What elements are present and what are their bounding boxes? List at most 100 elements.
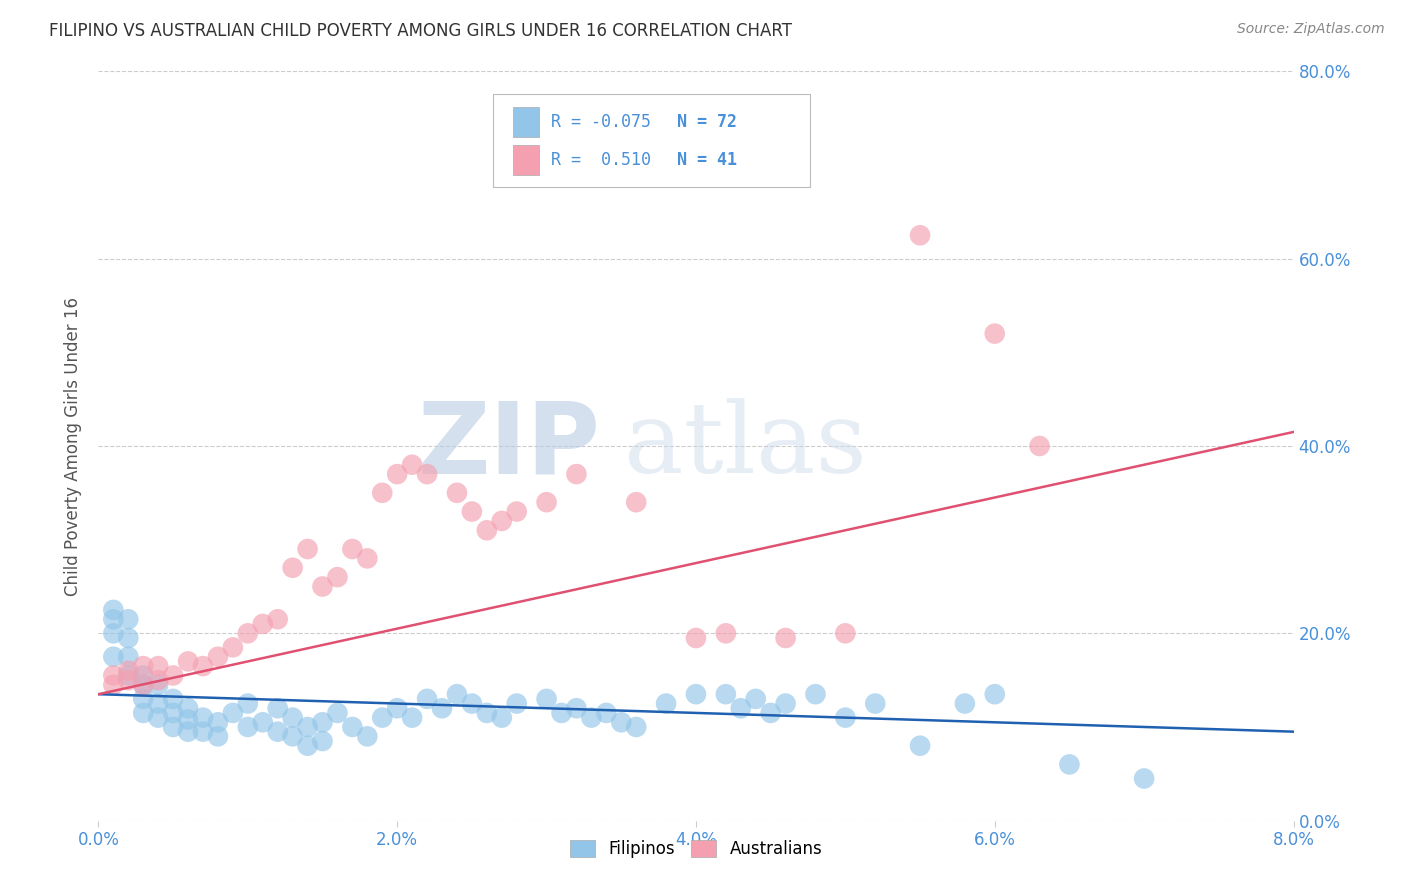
Point [236, 697, 259, 711]
Point [401, 710, 423, 724]
Point [162, 706, 184, 720]
Point [1028, 439, 1050, 453]
Point [132, 659, 155, 673]
Point [626, 495, 648, 509]
Point [550, 706, 572, 720]
Point [297, 739, 319, 753]
Point [1059, 757, 1081, 772]
Point [252, 617, 274, 632]
Point [117, 649, 139, 664]
Point [385, 701, 409, 715]
Point [356, 551, 378, 566]
Point [461, 697, 484, 711]
Point [148, 710, 170, 724]
Point [342, 542, 364, 557]
Point [177, 655, 200, 669]
Text: R = -0.075: R = -0.075 [551, 112, 651, 131]
Point [252, 715, 274, 730]
Point [148, 697, 170, 711]
Point [834, 626, 856, 640]
Point [103, 668, 125, 682]
Text: N = 41: N = 41 [676, 151, 737, 169]
Point [491, 710, 513, 724]
Point [177, 701, 200, 715]
Point [908, 739, 931, 753]
Point [281, 730, 304, 744]
Point [461, 505, 484, 519]
Point [371, 486, 394, 500]
Text: R =  0.510: R = 0.510 [551, 151, 651, 169]
FancyBboxPatch shape [494, 94, 810, 187]
Point [326, 706, 349, 720]
Point [745, 692, 768, 706]
Point [685, 687, 707, 701]
Point [103, 603, 125, 617]
Legend: Filipinos, Australians: Filipinos, Australians [562, 833, 830, 864]
Point [132, 668, 155, 682]
Point [132, 692, 155, 706]
Point [236, 626, 259, 640]
Point [730, 701, 752, 715]
Point [207, 649, 229, 664]
Point [804, 687, 827, 701]
Point [132, 706, 155, 720]
Point [356, 730, 378, 744]
Point [103, 649, 125, 664]
Text: Source: ZipAtlas.com: Source: ZipAtlas.com [1237, 22, 1385, 37]
Point [191, 659, 214, 673]
Point [430, 701, 453, 715]
Bar [513, 145, 540, 175]
Point [162, 668, 184, 682]
Point [326, 570, 349, 584]
Point [491, 514, 513, 528]
Point [207, 730, 229, 744]
Point [714, 626, 737, 640]
Text: FILIPINO VS AUSTRALIAN CHILD POVERTY AMONG GIRLS UNDER 16 CORRELATION CHART: FILIPINO VS AUSTRALIAN CHILD POVERTY AMO… [49, 22, 792, 40]
Point [103, 626, 125, 640]
Point [132, 678, 155, 692]
Point [148, 659, 170, 673]
Point [132, 678, 155, 692]
Point [236, 720, 259, 734]
Point [117, 631, 139, 645]
Point [714, 687, 737, 701]
Point [655, 697, 678, 711]
Point [385, 467, 409, 482]
Point [267, 701, 290, 715]
Point [267, 612, 290, 626]
Point [506, 505, 529, 519]
Point [565, 701, 588, 715]
Point [446, 486, 468, 500]
Point [311, 734, 333, 748]
Point [775, 631, 797, 645]
Point [267, 724, 290, 739]
Point [536, 495, 558, 509]
Point [162, 692, 184, 706]
Point [207, 715, 229, 730]
Point [984, 687, 1007, 701]
Point [610, 715, 633, 730]
Point [506, 697, 529, 711]
Text: atlas: atlas [624, 398, 868, 494]
Text: N = 72: N = 72 [676, 112, 737, 131]
Point [162, 720, 184, 734]
Point [148, 673, 170, 688]
Point [1133, 772, 1156, 786]
Point [148, 678, 170, 692]
Point [565, 467, 588, 482]
Point [834, 710, 856, 724]
Point [401, 458, 423, 472]
Point [177, 724, 200, 739]
Point [416, 467, 439, 482]
Point [222, 640, 245, 655]
Point [984, 326, 1007, 341]
Point [865, 697, 887, 711]
Point [103, 612, 125, 626]
Point [759, 706, 782, 720]
Point [416, 692, 439, 706]
Point [626, 720, 648, 734]
Point [281, 710, 304, 724]
Point [297, 720, 319, 734]
Y-axis label: Child Poverty Among Girls Under 16: Child Poverty Among Girls Under 16 [65, 296, 83, 596]
Point [908, 228, 931, 243]
